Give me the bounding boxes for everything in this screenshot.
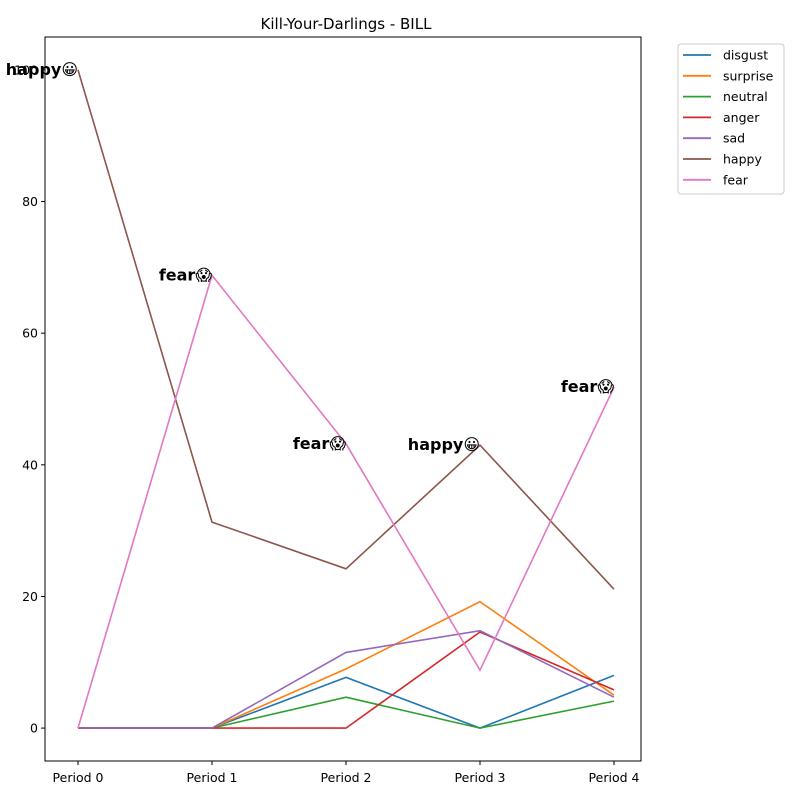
legend-label-neutral: neutral — [723, 89, 768, 104]
legend-frame — [677, 43, 785, 195]
y-tick-label: 60 — [22, 326, 38, 341]
legend: disgust surprise neutral anger sad happy fear — [677, 43, 785, 195]
legend-label-sad: sad — [723, 131, 745, 146]
y-tick-label: 40 — [22, 457, 38, 472]
annotation-label: fear😱 — [561, 377, 615, 396]
series-lines — [77, 69, 615, 729]
series-line-sad — [78, 629, 615, 729]
annotation-label: happy😀 — [408, 435, 480, 454]
series-line-surprise — [78, 600, 615, 729]
series-line-neutral — [78, 696, 615, 729]
x-axis-ticks: Period 0 Period 1 Period 2 Period 3 Period 4 — [53, 761, 640, 785]
x-tick-label: Period 0 — [53, 770, 104, 785]
chart-title: Kill-Your-Darlings - BILL — [261, 15, 433, 33]
series-line-anger — [78, 631, 615, 729]
y-axis-ticks: 0 20 40 60 80 100 — [14, 62, 45, 736]
series-line-fear — [77, 273, 615, 729]
annotation-label: fear😱 — [159, 265, 213, 284]
plot-area-frame — [44, 36, 642, 762]
x-tick-label: Period 1 — [187, 770, 238, 785]
y-tick-label: 0 — [30, 721, 38, 736]
legend-label-happy: happy — [723, 152, 762, 167]
legend-label-disgust: disgust — [723, 48, 768, 63]
annotation-label: fear😱 — [293, 434, 347, 453]
legend-label-anger: anger — [723, 110, 760, 125]
x-tick-label: Period 3 — [455, 770, 506, 785]
y-tick-label: 20 — [22, 589, 38, 604]
y-tick-label: 80 — [22, 194, 38, 209]
x-tick-label: Period 2 — [321, 770, 372, 785]
y-tick-label: 100 — [14, 62, 38, 77]
series-line-disgust — [78, 674, 615, 729]
legend-label-fear: fear — [723, 172, 749, 187]
x-tick-label: Period 4 — [589, 770, 640, 785]
series-line-happy — [77, 69, 615, 590]
legend-label-surprise: surprise — [723, 68, 774, 83]
peak-annotations: happy😀fear😱fear😱 happy😀fear😱 — [6, 60, 615, 454]
